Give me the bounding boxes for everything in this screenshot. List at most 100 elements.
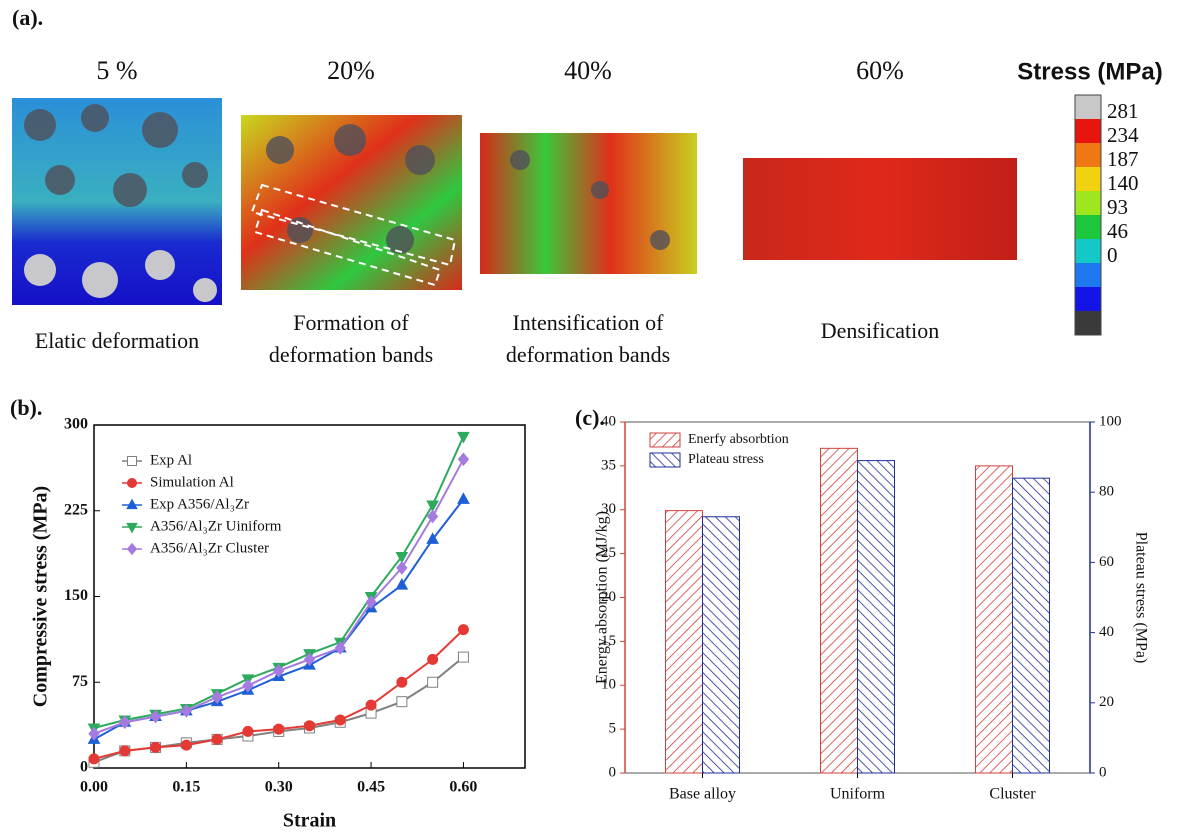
marker	[458, 625, 468, 635]
x-tick-label: 0.00	[80, 779, 108, 796]
colorbar-tick-label: 140	[1107, 171, 1139, 195]
y-tick-label: 75	[72, 673, 88, 690]
marker	[366, 700, 376, 710]
colorbar-segment	[1075, 311, 1101, 336]
x-tick-label: 0.30	[265, 779, 293, 796]
colorbar-tick-label: 234	[1107, 123, 1139, 147]
y2-tick-label: 0	[1099, 764, 1107, 780]
legend-marker	[127, 500, 137, 509]
colorbar-segment	[1075, 95, 1101, 120]
series-line	[94, 630, 463, 759]
stage-caption: Elatic deformation	[35, 328, 199, 353]
y2-tick-label: 60	[1099, 554, 1114, 570]
colorbar-title: Stress (MPa)	[1017, 58, 1162, 85]
bar	[703, 517, 740, 773]
colorbar-segment	[1075, 191, 1101, 216]
panel-label: (b).	[10, 395, 42, 420]
colorbar-segment	[1075, 263, 1101, 288]
x-tick-label: Uniform	[830, 786, 886, 803]
legend-marker	[128, 544, 137, 555]
legend-label: Exp Al	[150, 452, 192, 468]
y-tick-label: 225	[64, 501, 88, 518]
colorbar-segment	[1075, 119, 1101, 144]
y-tick-label: 0	[80, 759, 88, 776]
stage-caption: deformation bands	[506, 342, 670, 367]
figure: (a). 5 %Elatic deformation20%Formation o…	[0, 0, 1182, 834]
y2-tick-label: 100	[1099, 413, 1122, 429]
simulation-images	[12, 98, 1017, 305]
x-tick-label: 0.45	[357, 779, 385, 796]
marker	[151, 742, 161, 752]
marker	[335, 715, 345, 725]
y-tick-label: 300	[64, 416, 88, 433]
marker	[458, 493, 469, 503]
y-tick-label: 5	[609, 721, 617, 737]
marker	[89, 754, 99, 764]
marker	[397, 697, 407, 707]
stage-caption: Densification	[821, 318, 940, 343]
y-tick-label: 40	[601, 413, 616, 429]
legend-label: A356/Al₃Zr Uiniform	[150, 518, 282, 534]
marker	[243, 726, 253, 736]
colorbar-segment	[1075, 239, 1101, 264]
strain-label: 60%	[856, 56, 904, 85]
marker	[212, 734, 222, 744]
stage-caption: deformation bands	[269, 342, 433, 367]
marker	[274, 724, 284, 734]
y2-tick-label: 20	[1099, 694, 1114, 710]
bar	[666, 511, 703, 773]
x-axis-title: Strain	[283, 810, 336, 832]
legend-marker	[127, 523, 137, 532]
marker	[458, 432, 469, 442]
x-tick-label: 0.60	[449, 779, 477, 796]
colorbar-segment	[1075, 287, 1101, 312]
y-tick-label: 35	[601, 457, 616, 473]
panel-label: (a).	[12, 5, 43, 30]
colorbar-tick-label: 187	[1107, 147, 1139, 171]
colorbar-tick-label: 281	[1107, 99, 1139, 123]
strain-label: 40%	[564, 56, 612, 85]
x-tick-label: Base alloy	[669, 786, 736, 803]
y2-tick-label: 40	[1099, 624, 1114, 640]
y-tick-label: 0	[609, 764, 617, 780]
colorbar-tick-label: 46	[1107, 219, 1128, 243]
y2-axis-title: Plateau stress (MPa)	[1132, 532, 1149, 664]
sim-image	[743, 158, 1017, 260]
colorbar-tick-label: 93	[1107, 195, 1128, 219]
marker	[458, 453, 468, 465]
marker	[397, 677, 407, 687]
x-tick-label: 0.15	[172, 779, 200, 796]
x-tick-label: Cluster	[989, 786, 1036, 803]
colorbar-tick-label: 0	[1107, 243, 1118, 267]
legend-swatch	[650, 453, 680, 467]
marker	[181, 740, 191, 750]
bar	[1013, 478, 1050, 773]
legend-marker	[128, 479, 137, 488]
strain-label: 20%	[327, 56, 375, 85]
stage-caption: Formation of	[293, 310, 409, 335]
marker	[305, 721, 315, 731]
colorbar-segment	[1075, 167, 1101, 192]
legend-marker	[128, 457, 137, 466]
bar	[858, 461, 895, 773]
colorbar-segment	[1075, 215, 1101, 240]
bar	[976, 466, 1013, 773]
legend-label: Enerfy absorbtion	[688, 432, 789, 447]
bar	[821, 448, 858, 773]
stage-caption: Intensification of	[513, 310, 665, 335]
colorbar: 28123418714093460	[1075, 95, 1139, 336]
marker	[428, 654, 438, 664]
legend-label: A356/Al₃Zr Cluster	[150, 540, 269, 556]
marker	[120, 746, 130, 756]
marker	[458, 652, 468, 662]
y2-tick-label: 80	[1099, 484, 1114, 500]
series-line	[94, 499, 463, 739]
y-tick-label: 150	[64, 587, 88, 604]
charts: (b). 0 75 150 225 300 0.00 0.15 0.30 0.45 0.60 Stra…	[10, 395, 1149, 832]
y-axis-title: Compressive stress (MPa)	[30, 486, 52, 707]
marker	[428, 677, 438, 687]
legend-swatch	[650, 433, 680, 447]
y-axis-title: Energy absorption (MJ/kg)	[594, 511, 611, 684]
colorbar-segment	[1075, 143, 1101, 168]
legend-label: Plateau stress	[688, 452, 764, 467]
